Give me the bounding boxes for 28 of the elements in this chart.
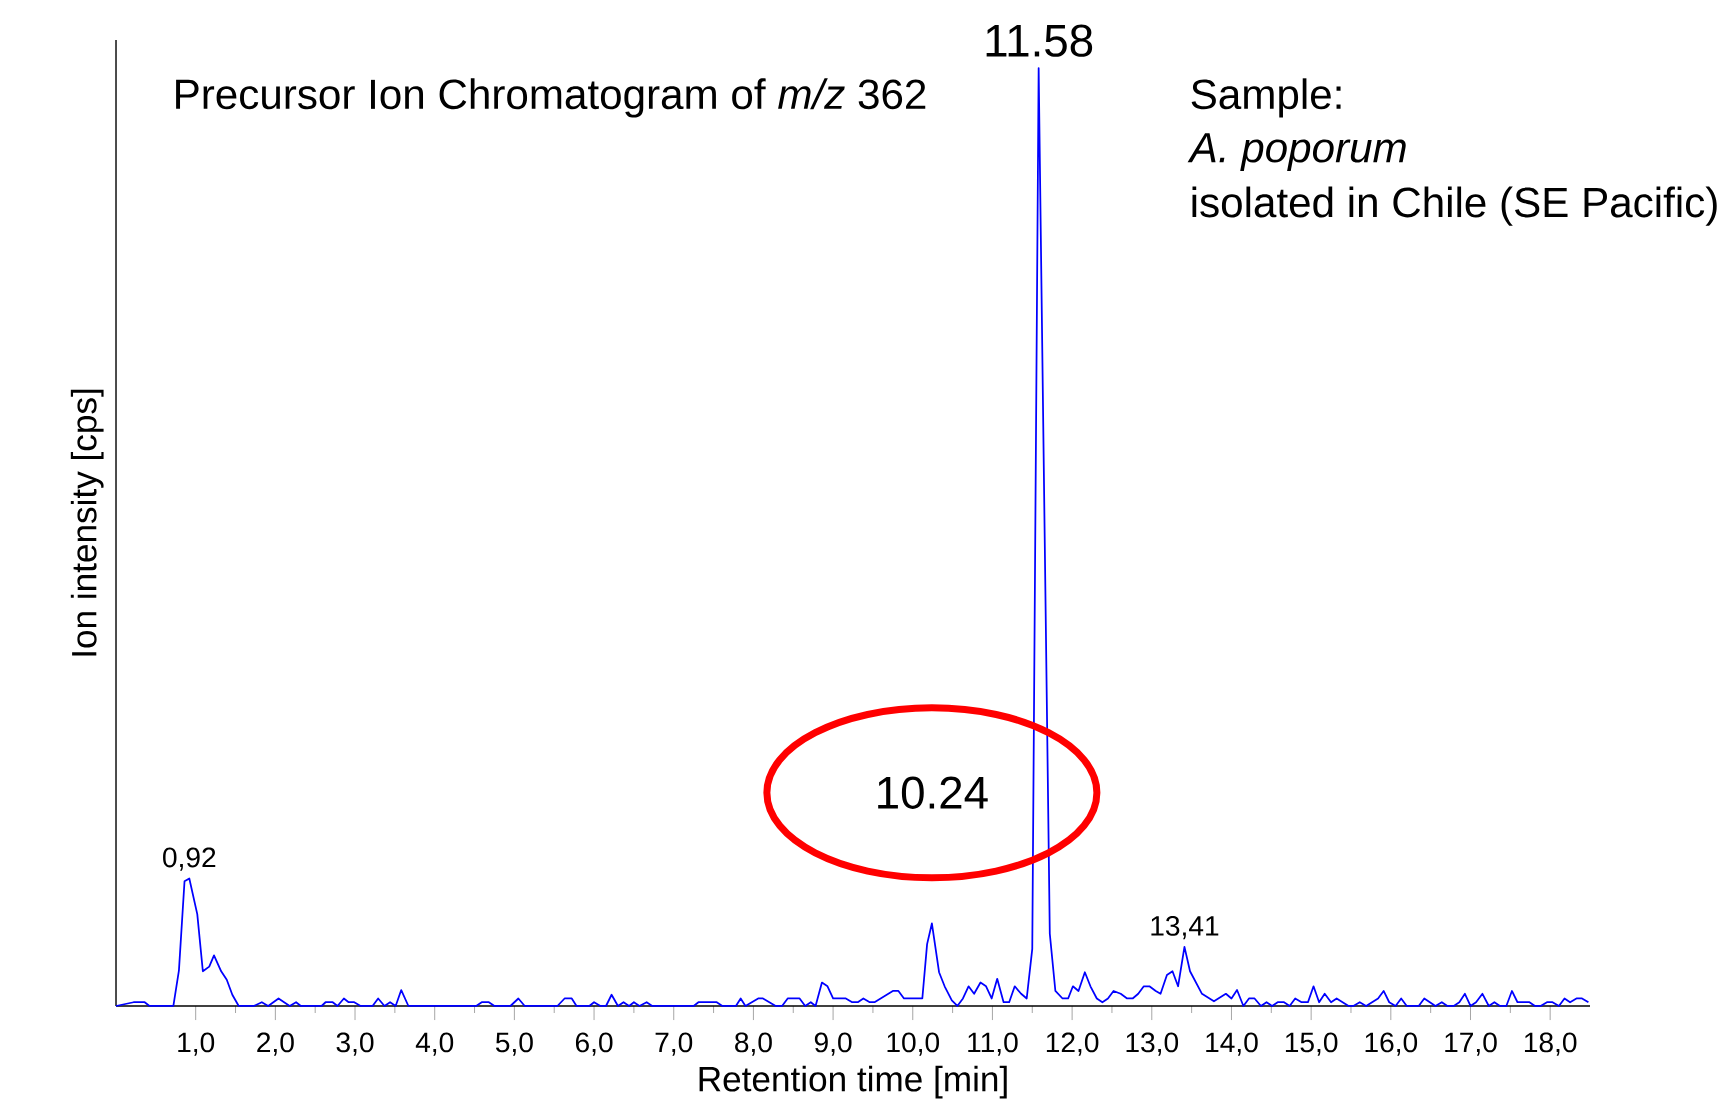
x-tick-label: 14,0 bbox=[1206, 1032, 1258, 1056]
annotation: 11.58 bbox=[986, 24, 1093, 57]
annotation: 13,41 bbox=[1151, 915, 1219, 940]
chart-title: Precursor Ion Chromatogram of m/z 362 bbox=[176, 78, 926, 118]
x-tick-label: 3,0 bbox=[336, 1032, 374, 1056]
x-tick-label: 16,0 bbox=[1365, 1032, 1418, 1056]
x-tick-label: 7,0 bbox=[655, 1032, 693, 1056]
x-axis-title: Retention time [min] bbox=[699, 1065, 1007, 1099]
annotation: 0,92 bbox=[163, 847, 216, 871]
y-axis-title: Ion intensity [cps] bbox=[70, 389, 104, 656]
x-tick-label: 4,0 bbox=[415, 1032, 454, 1056]
x-tick-label: 15,0 bbox=[1285, 1032, 1338, 1056]
x-tick-label: 5,0 bbox=[495, 1032, 533, 1056]
annotation: A. poporum bbox=[1187, 133, 1406, 171]
x-tick-label: 10,0 bbox=[887, 1032, 940, 1056]
x-tick-label: 9,0 bbox=[814, 1032, 852, 1056]
x-tick-label: 8,0 bbox=[735, 1032, 772, 1056]
x-tick-label: 13,0 bbox=[1126, 1032, 1179, 1056]
x-tick-label: 2,0 bbox=[257, 1032, 294, 1056]
x-tick-label: 11,0 bbox=[968, 1032, 1018, 1056]
x-tick-label: 17,0 bbox=[1445, 1032, 1497, 1056]
x-tick-label: 1,0 bbox=[178, 1032, 215, 1056]
annotation: isolated in Chile (SE Pacific) bbox=[1192, 186, 1717, 226]
annotation: Sample: bbox=[1191, 78, 1341, 118]
x-tick-label: 6,0 bbox=[575, 1032, 613, 1056]
annotation: 10.24 bbox=[878, 776, 988, 809]
x-tick-label: 18,0 bbox=[1524, 1032, 1577, 1056]
x-tick-label: 12,0 bbox=[1046, 1032, 1099, 1056]
